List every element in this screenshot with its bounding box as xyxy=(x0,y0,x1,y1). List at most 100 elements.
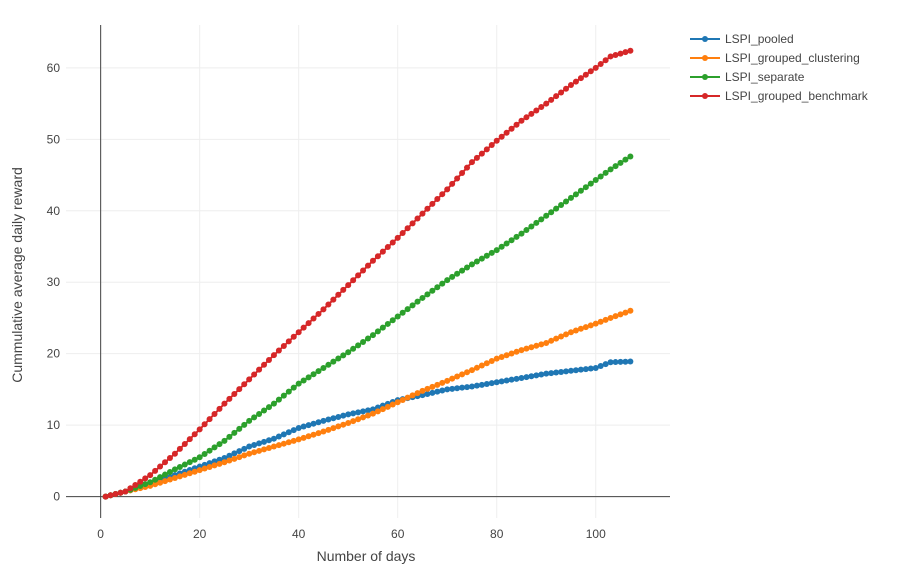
data-point xyxy=(548,337,555,344)
data-point xyxy=(340,421,347,428)
data-point xyxy=(409,220,416,227)
data-point xyxy=(513,121,520,128)
data-point xyxy=(572,367,579,374)
data-point xyxy=(285,429,292,436)
data-point xyxy=(488,249,495,256)
y-tick-label: 0 xyxy=(53,490,60,504)
data-point xyxy=(275,442,282,449)
data-point xyxy=(444,186,451,193)
data-point xyxy=(612,52,619,59)
data-point xyxy=(567,329,574,336)
data-point xyxy=(325,301,332,308)
data-point xyxy=(330,358,337,365)
grid xyxy=(66,25,670,518)
data-point xyxy=(518,347,525,354)
data-point xyxy=(310,431,317,438)
data-point xyxy=(246,417,253,424)
data-point xyxy=(399,396,406,403)
data-point xyxy=(251,414,258,421)
data-point xyxy=(503,377,510,384)
data-point xyxy=(414,390,421,397)
data-point xyxy=(533,219,540,226)
data-point xyxy=(295,329,302,336)
data-point xyxy=(459,371,466,378)
data-point xyxy=(518,230,525,237)
data-point xyxy=(181,471,188,478)
data-point xyxy=(162,478,169,485)
data-point xyxy=(597,61,604,68)
legend-item[interactable]: LSPI_pooled xyxy=(690,32,794,46)
data-point xyxy=(627,307,634,314)
data-point xyxy=(251,449,258,456)
data-point xyxy=(567,194,574,201)
data-point xyxy=(602,169,609,176)
data-point xyxy=(587,322,594,329)
data-point xyxy=(236,454,243,461)
data-point xyxy=(587,180,594,187)
data-point xyxy=(369,410,376,417)
data-point xyxy=(597,363,604,370)
data-point xyxy=(548,209,555,216)
data-point xyxy=(137,482,144,489)
data-point xyxy=(305,374,312,381)
data-point xyxy=(528,223,535,230)
data-point xyxy=(142,481,149,488)
data-point xyxy=(132,481,139,488)
data-point xyxy=(147,472,154,479)
data-point xyxy=(488,357,495,364)
data-point xyxy=(473,154,480,161)
data-point xyxy=(157,479,164,486)
data-point xyxy=(399,309,406,316)
data-point xyxy=(538,104,545,111)
data-point xyxy=(493,137,500,144)
data-point xyxy=(186,459,193,466)
data-point xyxy=(419,210,426,217)
data-point xyxy=(478,362,485,369)
data-point xyxy=(439,191,446,198)
data-point xyxy=(548,370,555,377)
data-point xyxy=(231,455,238,462)
data-point xyxy=(256,440,263,447)
data-point xyxy=(226,395,233,402)
data-point xyxy=(295,424,302,431)
data-point xyxy=(325,361,332,368)
data-point xyxy=(582,366,589,373)
data-point xyxy=(563,198,570,205)
data-point xyxy=(592,177,599,184)
data-point xyxy=(553,93,560,100)
data-point xyxy=(617,311,624,318)
data-point xyxy=(256,366,263,373)
y-tick-label: 30 xyxy=(47,275,61,289)
data-point xyxy=(498,353,505,360)
data-point xyxy=(360,408,367,415)
legend-item[interactable]: LSPI_grouped_clustering xyxy=(690,51,860,65)
data-point xyxy=(275,347,282,354)
data-point xyxy=(107,492,114,499)
data-point xyxy=(335,413,342,420)
data-point xyxy=(379,248,386,255)
legend-item[interactable]: LSPI_separate xyxy=(690,70,805,84)
data-point xyxy=(176,473,183,480)
data-point xyxy=(280,342,287,349)
data-point xyxy=(265,356,272,363)
legend-item[interactable]: LSPI_grouped_benchmark xyxy=(690,89,869,103)
data-point xyxy=(617,159,624,166)
data-point xyxy=(414,298,421,305)
data-point xyxy=(622,156,629,163)
data-point xyxy=(275,433,282,440)
data-point xyxy=(533,372,540,379)
data-point xyxy=(181,440,188,447)
data-point xyxy=(468,367,475,374)
data-point xyxy=(419,392,426,399)
data-point xyxy=(320,428,327,435)
axes xyxy=(66,25,670,518)
data-point xyxy=(434,388,441,395)
data-point xyxy=(434,381,441,388)
data-point xyxy=(374,408,381,415)
data-point xyxy=(464,264,471,271)
data-point xyxy=(409,392,416,399)
data-point xyxy=(226,433,233,440)
data-point xyxy=(384,244,391,251)
data-point xyxy=(290,333,297,340)
legend[interactable]: LSPI_pooled LSPI_grouped_clustering LSPI_s… xyxy=(690,32,869,103)
